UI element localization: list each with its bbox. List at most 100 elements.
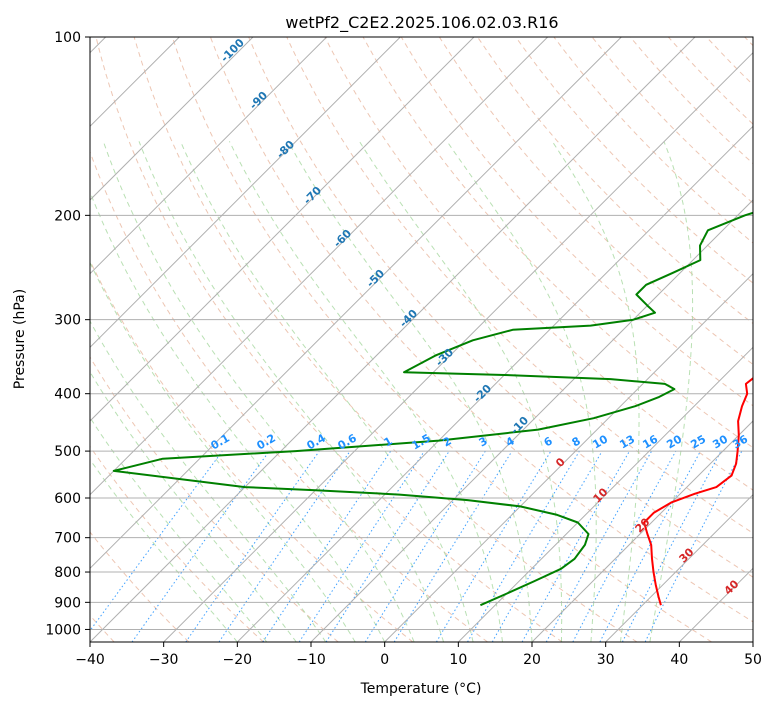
dry-adiabat-label: -40 [397,307,420,330]
mixing-ratio-line [572,450,677,642]
mixing-ratio-label: 30 [710,432,730,451]
isotherm-line [90,37,328,275]
chart-title: wetPf2_C2E2.2025.106.02.03.R16 [285,13,558,33]
y-tick-label: 100 [54,30,81,46]
x-axis-label: Temperature (°C) [360,681,482,697]
mixing-ratio-label: 20 [664,432,684,451]
moist-adiabat-label: 0 [553,455,568,470]
temperature-profile [643,377,753,606]
dry-adiabat [90,356,339,642]
x-tick-label: 30 [597,652,615,668]
moist-adiabat [90,370,297,642]
mixing-ratio-line [218,450,351,642]
x-tick-label: 50 [744,652,762,668]
dry-adiabat [400,37,753,407]
isotherm-line [90,37,549,496]
isotherm-line [90,37,475,422]
isotherm-line [163,51,753,642]
mixing-ratio-line [131,450,270,642]
moist-adiabat-label: 20 [633,515,653,535]
grid-lines [90,37,753,642]
y-tick-label: 300 [54,313,81,329]
y-tick-label: 900 [54,595,81,611]
mixing-ratio-label: 3 [477,434,490,449]
dry-adiabat-label: -50 [364,267,387,290]
y-axis-label: Pressure (hPa) [12,289,28,389]
moist-adiabat-label: 40 [722,577,742,597]
x-tick-label: 10 [449,652,467,668]
dry-adiabat [90,445,264,642]
dry-adiabat-label: -70 [301,184,324,207]
x-axis: −40 −30 −20 −10 0 10 20 30 40 50 [75,642,762,668]
profile-lines [112,211,753,607]
mixing-ratio-line [521,450,630,642]
isotherm-line [90,37,696,642]
plot-frame [89,36,754,643]
isotherm-line [678,567,753,642]
x-tick-label: −20 [223,652,253,668]
dry-adiabat [248,37,753,578]
moist-adiabat-label: 10 [591,485,611,505]
dry-adiabat-label: -20 [471,382,494,405]
dewpoint-profile [112,211,753,607]
dry-adiabat [362,37,753,449]
moist-adiabat [287,141,533,642]
dry-adiabat [744,37,753,47]
mixing-ratio-label: 8 [570,434,583,449]
x-tick-label: 40 [670,652,688,668]
isotherm-line [90,37,622,570]
mixing-ratio-label: 10 [590,432,610,451]
dry-adiabat [90,150,488,642]
isotherm-line [90,37,401,349]
moist-adiabat-label: 30 [677,545,697,565]
mixing-ratio-line [545,450,653,642]
y-tick-label: 700 [54,531,81,547]
mixing-ratio-label: 0.1 [209,431,232,452]
mixing-ratio-line [262,450,392,642]
x-tick-label: −30 [149,652,179,668]
y-tick-label: 500 [54,444,81,460]
dry-adiabat [95,37,563,642]
dry-adiabat [133,37,638,642]
mixing-ratio-label: 36 [730,432,750,451]
dry-adiabat-label: -80 [274,138,297,161]
isotherm-line [752,641,753,642]
mixing-ratio-label: 13 [617,433,637,452]
y-tick-label: 800 [54,565,81,581]
moist-adiabat [228,141,503,642]
isotherm-line [531,420,753,642]
mixing-ratio-line [185,450,320,642]
dry-adiabat-label: -10 [508,414,531,437]
mixing-ratio-label: 6 [542,434,555,449]
y-tick-label: 400 [54,387,81,403]
dry-adiabat [210,37,753,623]
dry-adiabat-label: -90 [247,89,270,112]
mixing-ratio-line [90,450,223,632]
dry-adiabat [706,37,753,86]
isotherm-line [90,37,254,201]
dry-adiabat [515,37,753,284]
y-axis: 100 200 300 400 500 600 700 800 900 1000 [45,30,90,638]
mixing-ratio-label: 16 [640,432,660,451]
moist-adiabat [446,141,597,642]
dry-adiabat-label: -100 [218,36,247,65]
y-tick-label: 1000 [45,622,81,638]
y-tick-label: 600 [54,491,81,507]
x-tick-label: 0 [380,652,389,668]
dry-adiabat-label: -60 [331,227,354,250]
mixing-ratio-line [364,450,486,642]
background-lines [90,37,753,642]
mixing-ratio-label: 25 [688,433,708,452]
mixing-ratio-line [467,450,580,642]
mixing-ratio-label: 1 [382,434,395,449]
y-tick-label: 200 [54,208,81,224]
mixing-ratio-line [393,450,513,642]
isotherm-line [605,493,753,642]
x-tick-label: 20 [523,652,541,668]
mixing-ratio-label: 0.2 [255,431,278,452]
moist-adiabat [90,416,268,642]
line-labels: -100-90-80-70-60-50-40-30-20-100.1 0.2 0.4… [209,36,751,598]
isotherm-line [457,346,753,642]
mixing-ratio-line [325,450,450,642]
